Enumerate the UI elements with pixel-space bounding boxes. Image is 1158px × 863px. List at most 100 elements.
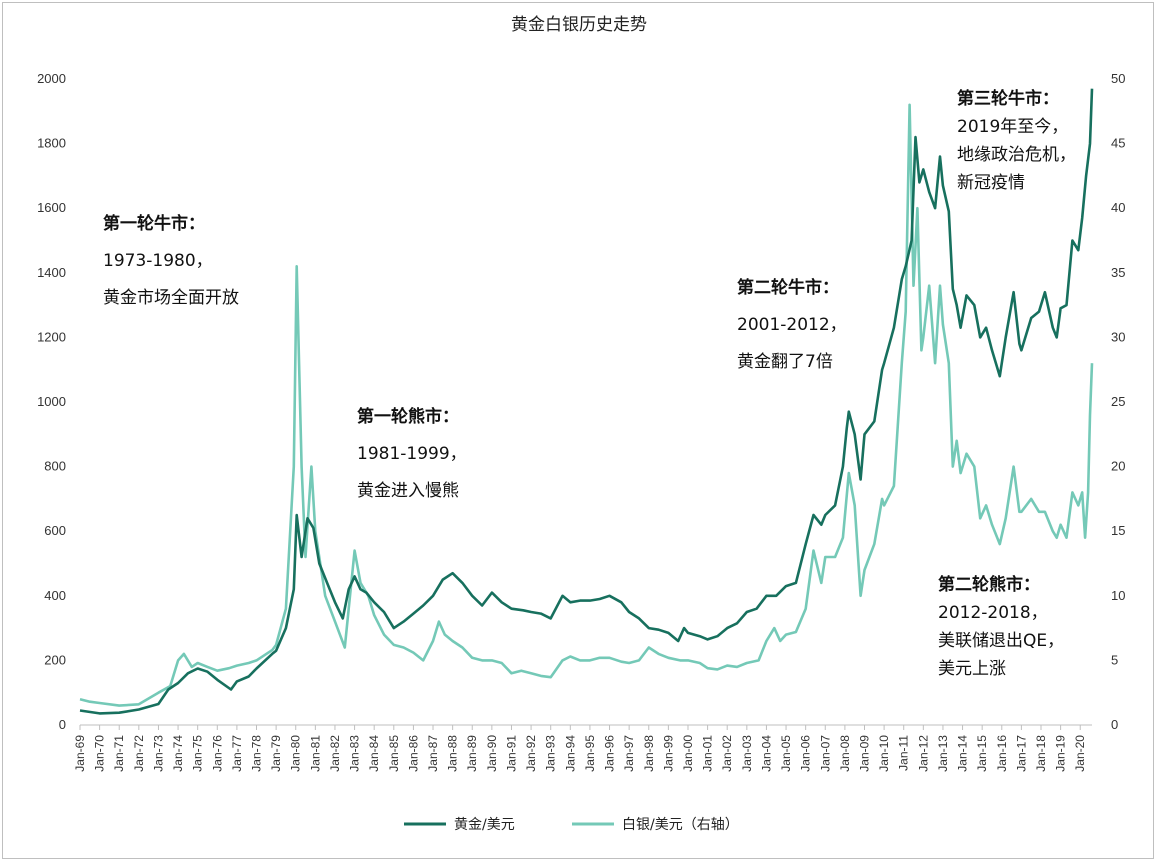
annotation-4: 第三轮牛市： 2019年至今， 地缘政治危机， 新冠疫情 bbox=[957, 88, 1076, 193]
y-right-tick-label: 50 bbox=[1111, 71, 1125, 86]
x-tick-label: Jan-88 bbox=[446, 735, 460, 772]
x-tick-label: Jan-97 bbox=[622, 735, 636, 772]
annotation-line: 2019年至今， bbox=[957, 117, 1068, 137]
x-tick-label: Jan-09 bbox=[857, 735, 871, 772]
chart-title: 黄金白银历史走势 bbox=[511, 15, 647, 35]
x-tick-label: Jan-94 bbox=[563, 735, 577, 772]
annotation-title: 第三轮牛市： bbox=[957, 88, 1059, 109]
annotation-line: 美联储退出QE， bbox=[938, 631, 1064, 651]
axes-group: 0 200 400 600 800 1000 1200 1400 1600 1800 2000 0 5 1… bbox=[37, 71, 1125, 772]
x-tick-label: Jan-11 bbox=[897, 735, 911, 771]
x-tick-label: Jan-70 bbox=[93, 735, 107, 772]
legend-label: 白银/美元（右轴） bbox=[622, 817, 739, 833]
annotation-2: 第一轮熊市： 1981-1999， 黄金进入慢熊 bbox=[357, 406, 467, 501]
x-tick-label: Jan-13 bbox=[936, 735, 950, 772]
x-tick-label: Jan-72 bbox=[132, 735, 146, 772]
annotation-title: 第一轮牛市： bbox=[103, 213, 205, 234]
y-right-tick-label: 5 bbox=[1111, 652, 1118, 667]
legend-label: 黄金/美元 bbox=[454, 816, 515, 833]
x-tick-label: Jan-01 bbox=[701, 735, 715, 772]
y-right-tick-label: 25 bbox=[1111, 394, 1125, 409]
annotation-1: 第一轮牛市： 1973-1980， 黄金市场全面开放 bbox=[103, 213, 239, 308]
y-left-tick-label: 800 bbox=[44, 459, 66, 474]
x-tick-label: Jan-07 bbox=[818, 735, 832, 772]
x-tick-label: Jan-89 bbox=[465, 735, 479, 772]
x-tick-label: Jan-04 bbox=[759, 735, 773, 772]
annotation-line: 1981-1999， bbox=[357, 444, 467, 464]
x-tick-label: Jan-69 bbox=[73, 735, 87, 772]
x-tick-label: Jan-77 bbox=[230, 735, 244, 772]
x-tick-label: Jan-96 bbox=[603, 735, 617, 772]
silver-series-line bbox=[79, 103, 1094, 707]
annotation-3: 第二轮牛市： 2001-2012， 黄金翻了7倍 bbox=[737, 277, 847, 372]
gold-series-line bbox=[79, 88, 1094, 715]
legend: 黄金/美元 白银/美元（右轴） bbox=[404, 816, 739, 833]
x-tick-label: Jan-82 bbox=[328, 735, 342, 772]
x-tick-label: Jan-16 bbox=[995, 735, 1009, 772]
annotation-title: 第二轮牛市： bbox=[737, 277, 839, 298]
x-tick-label: Jan-06 bbox=[799, 735, 813, 772]
y-left-tick-label: 1000 bbox=[37, 394, 66, 409]
x-tick-label: Jan-86 bbox=[406, 735, 420, 772]
x-tick-label: Jan-08 bbox=[838, 735, 852, 772]
x-tick-label: Jan-12 bbox=[916, 735, 930, 772]
annotation-line: 新冠疫情 bbox=[957, 173, 1025, 193]
x-tick-label: Jan-87 bbox=[426, 735, 440, 772]
annotation-line: 2012-2018， bbox=[938, 603, 1048, 623]
x-tick-label: Jan-20 bbox=[1073, 735, 1087, 772]
x-tick-label: Jan-84 bbox=[367, 735, 381, 772]
annotation-line: 美元上涨 bbox=[938, 659, 1006, 679]
x-tick-label: Jan-95 bbox=[583, 735, 597, 772]
annotation-line: 黄金市场全面开放 bbox=[103, 288, 239, 308]
annotation-line: 黄金翻了7倍 bbox=[737, 352, 833, 372]
x-tick-label: Jan-98 bbox=[642, 735, 656, 772]
x-tick-label: Jan-99 bbox=[661, 735, 675, 772]
x-tick-label: Jan-19 bbox=[1054, 735, 1068, 772]
annotation-line: 地缘政治危机， bbox=[957, 145, 1076, 165]
x-tick-label: Jan-92 bbox=[524, 735, 538, 772]
x-tick-label: Jan-17 bbox=[1014, 735, 1028, 772]
x-tick-label: Jan-15 bbox=[975, 735, 989, 772]
x-tick-label: Jan-14 bbox=[956, 735, 970, 772]
x-tick-label: Jan-18 bbox=[1034, 735, 1048, 772]
x-tick-label: Jan-75 bbox=[191, 735, 205, 772]
annotation-line: 1973-1980， bbox=[103, 251, 213, 271]
y-right-tick-label: 40 bbox=[1111, 200, 1125, 215]
x-tick-label: Jan-05 bbox=[779, 735, 793, 772]
x-tick-label: Jan-76 bbox=[210, 735, 224, 772]
y-right-tick-label: 20 bbox=[1111, 459, 1125, 474]
x-tick-label: Jan-93 bbox=[544, 735, 558, 772]
y-left-tick-label: 1800 bbox=[37, 136, 66, 151]
annotation-line: 黄金进入慢熊 bbox=[357, 480, 459, 501]
y-right-tick-label: 45 bbox=[1111, 136, 1125, 151]
x-tick-label: Jan-83 bbox=[348, 735, 362, 772]
x-tick-label: Jan-81 bbox=[308, 735, 322, 772]
series-lines-group bbox=[79, 88, 1094, 715]
y-right-tick-label: 10 bbox=[1111, 588, 1125, 603]
y-left-tick-label: 600 bbox=[44, 523, 66, 538]
x-tick-label: Jan-78 bbox=[250, 735, 264, 772]
annotation-title: 第一轮熊市： bbox=[357, 406, 459, 427]
y-left-tick-label: 0 bbox=[59, 717, 66, 732]
y-left-tick-label: 200 bbox=[44, 652, 66, 667]
x-tick-label: Jan-79 bbox=[269, 735, 283, 772]
y-right-tick-label: 35 bbox=[1111, 265, 1125, 280]
y-left-tick-label: 400 bbox=[44, 588, 66, 603]
x-tick-label: Jan-73 bbox=[151, 735, 165, 772]
y-left-tick-label: 1400 bbox=[37, 265, 66, 280]
x-tick-label: Jan-71 bbox=[112, 735, 126, 772]
x-tick-label: Jan-91 bbox=[504, 735, 518, 772]
x-tick-label: Jan-74 bbox=[171, 735, 185, 772]
annotation-5: 第二轮熊市： 2012-2018， 美联储退出QE， 美元上涨 bbox=[938, 574, 1064, 679]
y-left-tick-label: 1200 bbox=[37, 329, 66, 344]
annotation-title: 第二轮熊市： bbox=[938, 574, 1040, 595]
x-tick-label: Jan-03 bbox=[740, 735, 754, 772]
x-tick-label: Jan-00 bbox=[681, 735, 695, 772]
x-tick-label: Jan-10 bbox=[877, 735, 891, 772]
y-left-tick-label: 2000 bbox=[37, 71, 66, 86]
y-right-tick-label: 30 bbox=[1111, 329, 1125, 344]
y-left-tick-label: 1600 bbox=[37, 200, 66, 215]
